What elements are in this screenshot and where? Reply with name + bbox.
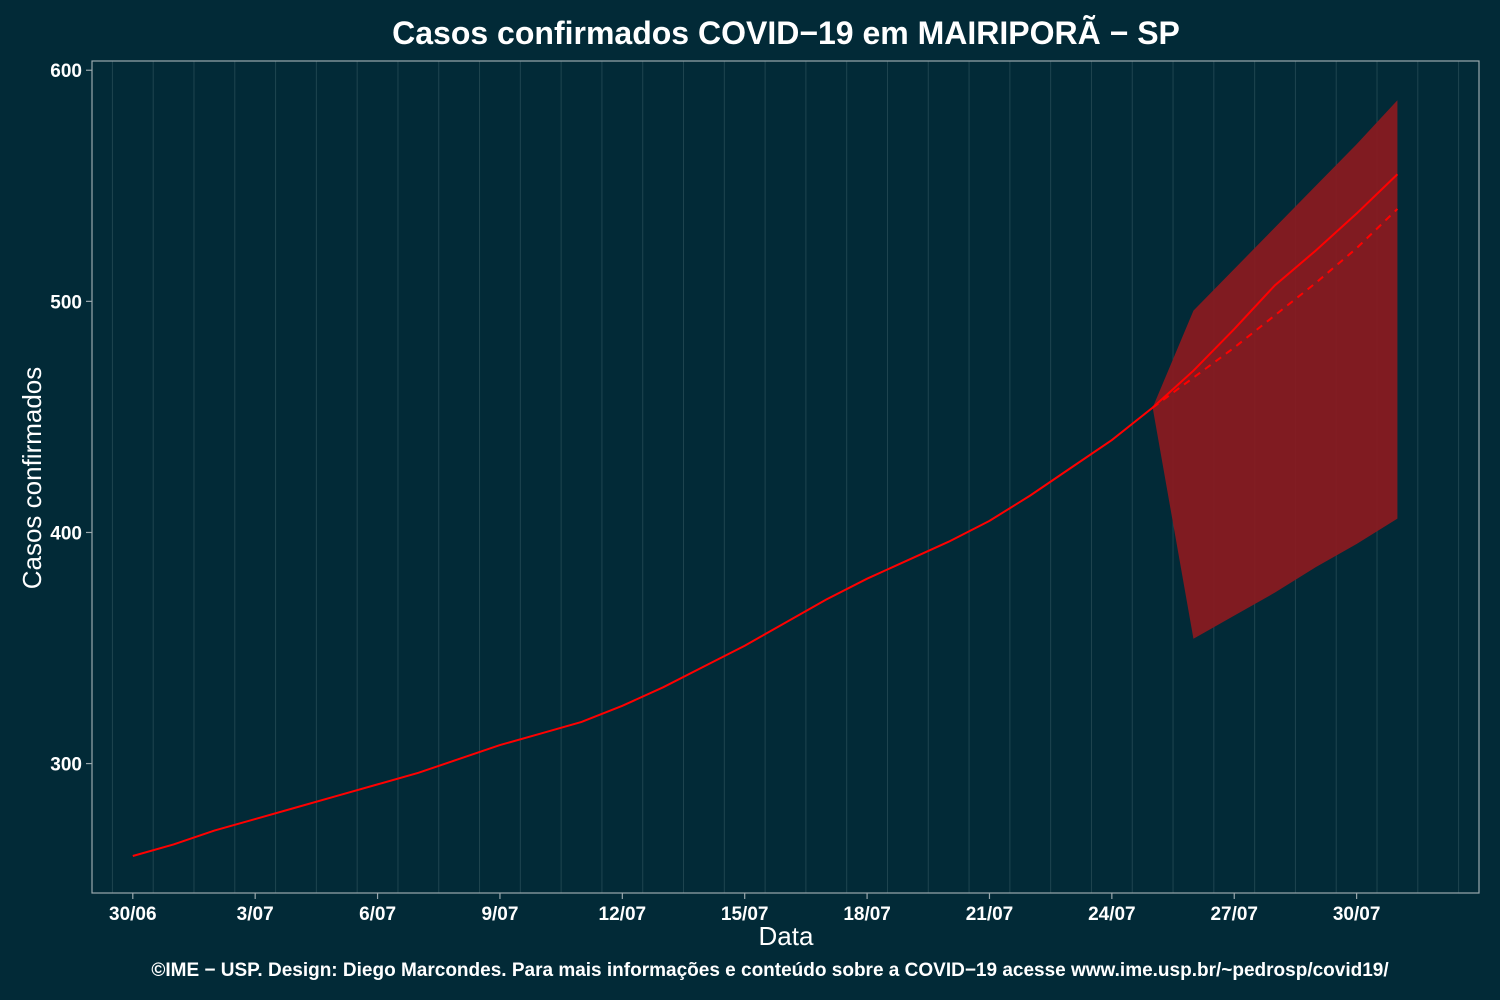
x-tick-label: 24/07 bbox=[1088, 904, 1136, 925]
plot-border bbox=[91, 60, 1480, 894]
y-tick-label: 400 bbox=[50, 523, 82, 544]
x-tick-label: 30/06 bbox=[109, 904, 157, 925]
x-tick-label: 21/07 bbox=[966, 904, 1014, 925]
x-tick-label: 15/07 bbox=[721, 904, 769, 925]
chart-title: Casos confirmados COVID−19 em MAIRIPORÃ … bbox=[392, 15, 1180, 51]
x-tick-label: 18/07 bbox=[843, 904, 891, 925]
x-tick-label: 30/07 bbox=[1333, 904, 1381, 925]
caption: ©IME − USP. Design: Diego Marcondes. Par… bbox=[151, 960, 1389, 981]
x-tick-label: 3/07 bbox=[237, 904, 274, 925]
x-axis-ticks: 30/06 3/07 6/07 9/07 12/07 15/07 18/07 21/07 24/… bbox=[109, 893, 1380, 925]
x-tick-label: 9/07 bbox=[481, 904, 518, 925]
series-lines bbox=[132, 173, 1399, 857]
y-tick-label: 500 bbox=[50, 292, 82, 313]
y-tick-label: 600 bbox=[50, 61, 82, 82]
x-tick-label: 12/07 bbox=[599, 904, 647, 925]
y-tick-label: 300 bbox=[50, 755, 82, 776]
y-axis-label: Casos confirmados bbox=[17, 367, 47, 590]
confidence-band bbox=[1152, 100, 1398, 639]
series-line-solid bbox=[132, 173, 1399, 857]
prediction-band bbox=[1152, 100, 1398, 639]
x-tick-label: 27/07 bbox=[1210, 904, 1258, 925]
gridlines bbox=[111, 61, 1460, 893]
x-tick-label: 6/07 bbox=[359, 904, 396, 925]
x-axis-label: Data bbox=[759, 921, 814, 951]
y-axis-ticks: 300 400 500 600 bbox=[50, 61, 92, 776]
